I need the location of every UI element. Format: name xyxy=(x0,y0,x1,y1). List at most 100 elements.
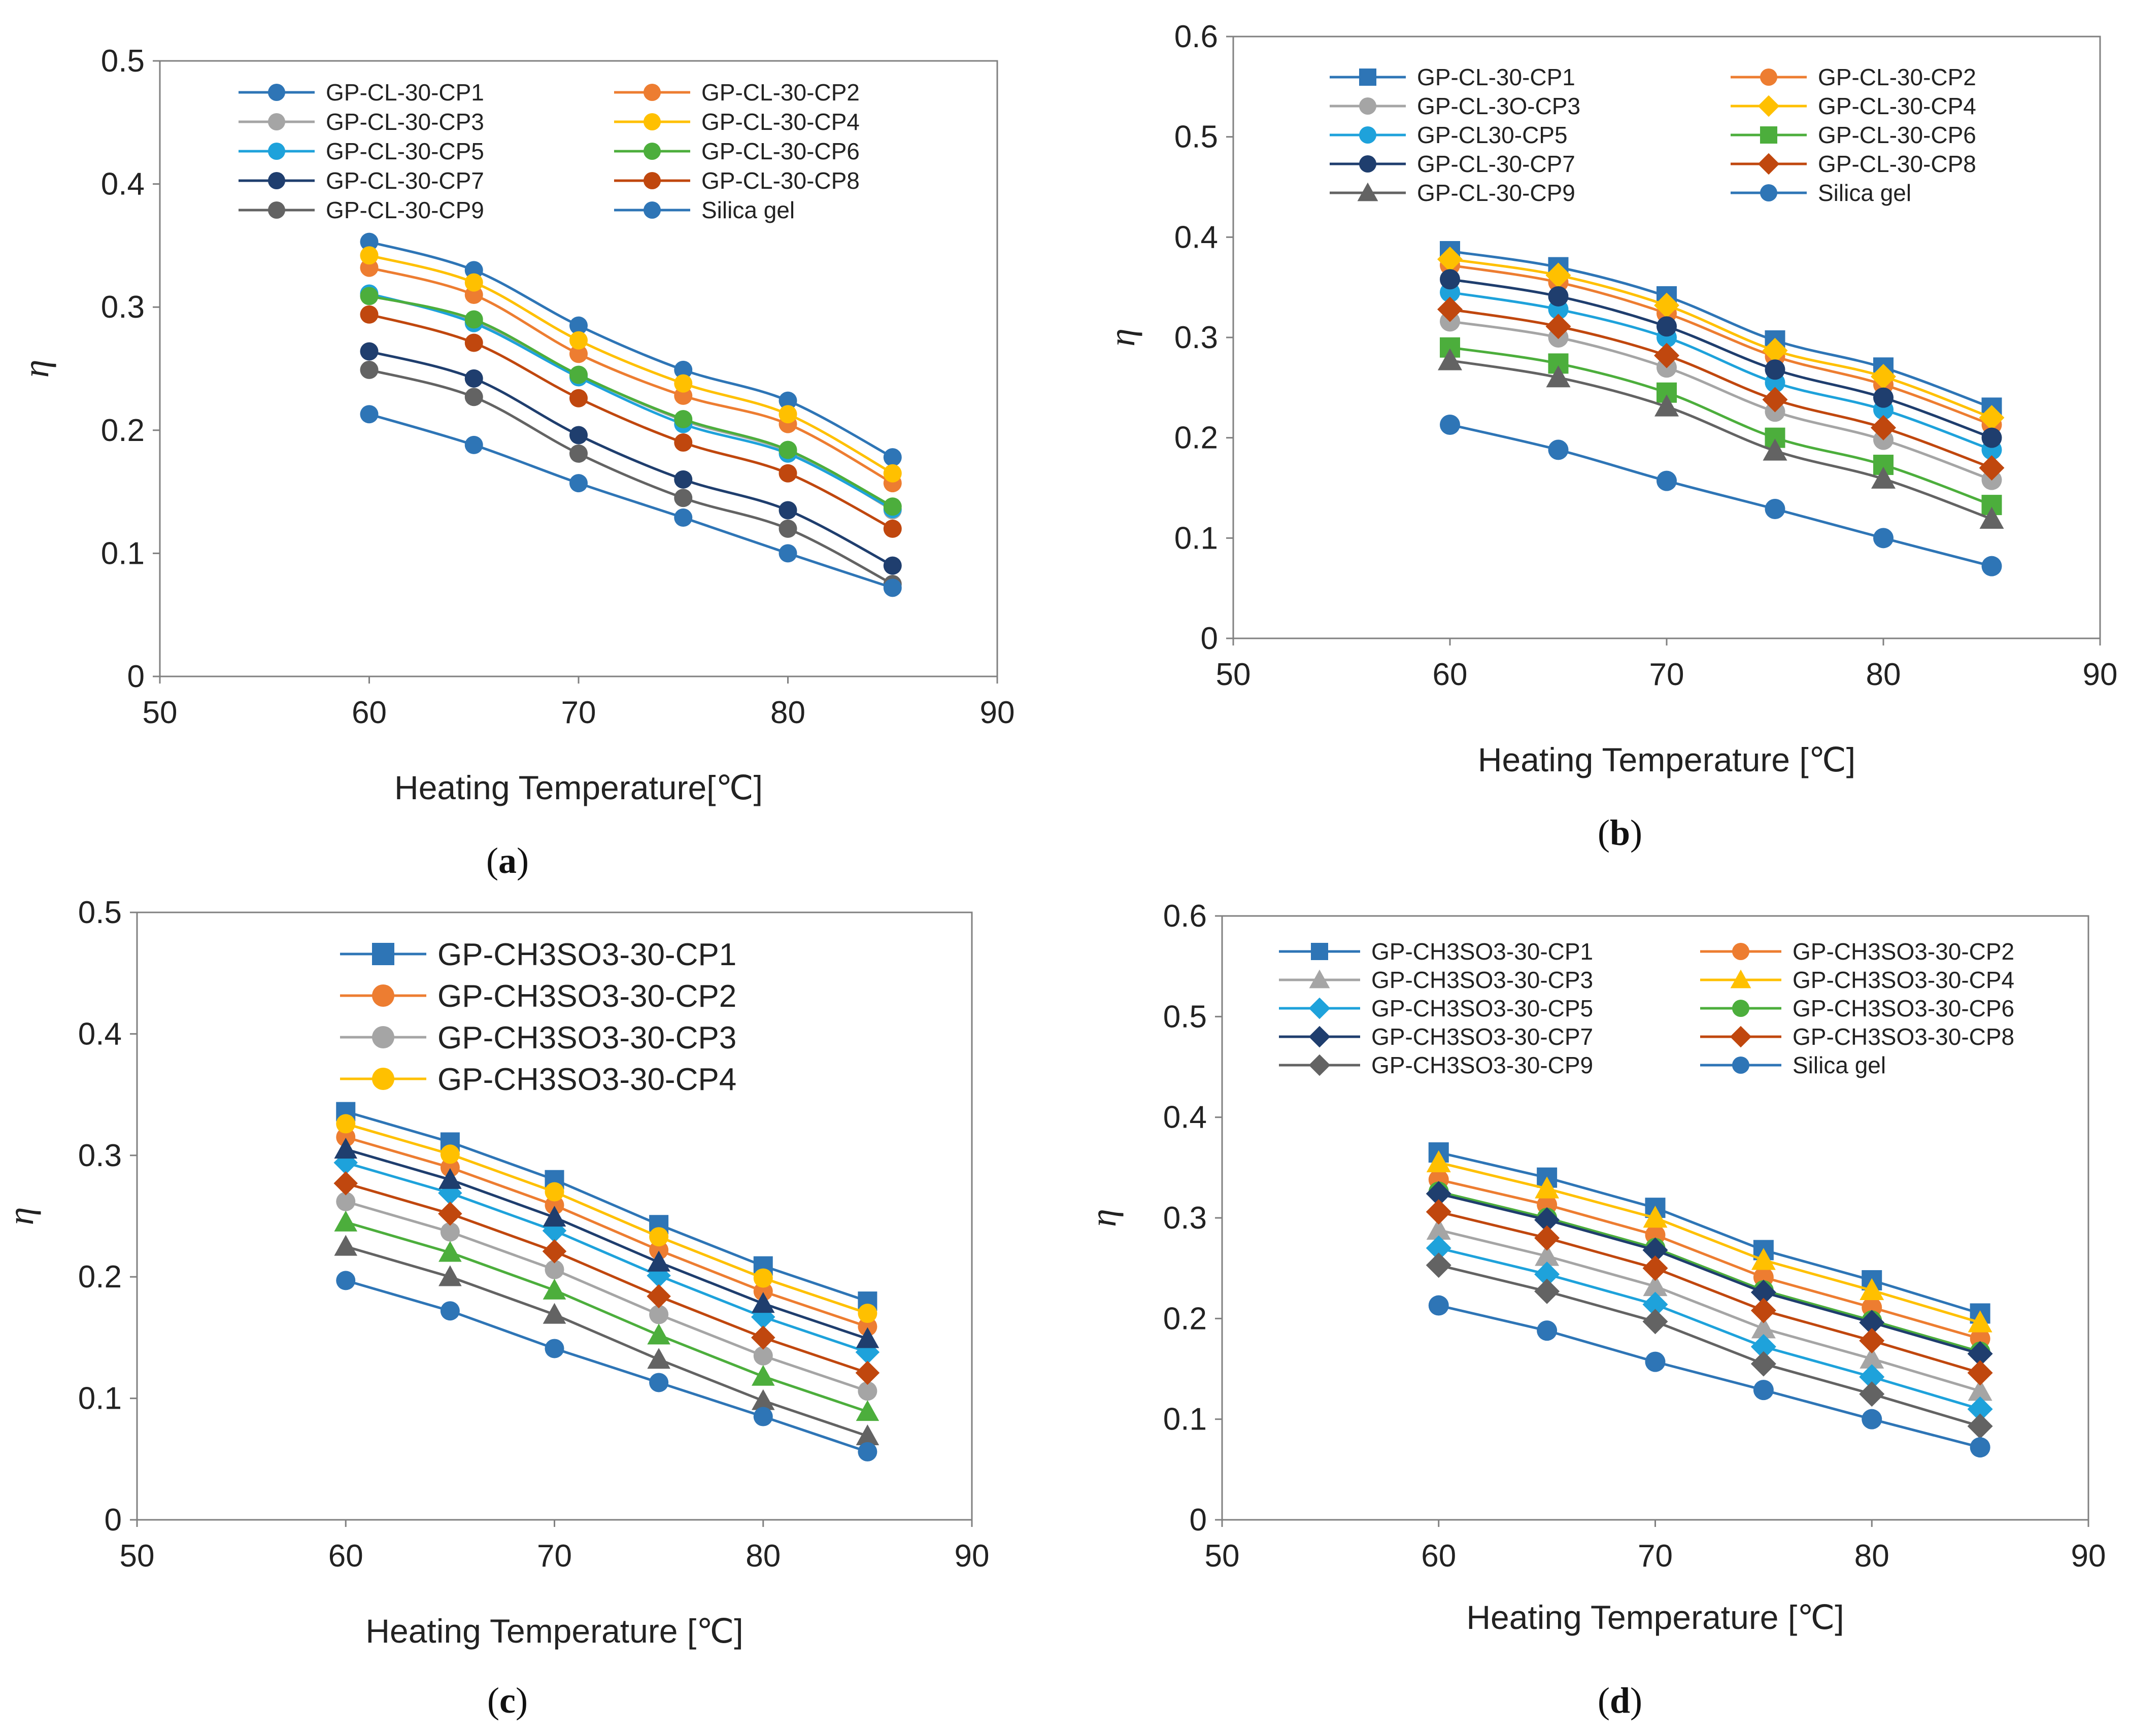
data-point xyxy=(751,1389,775,1410)
x-axis-label: Heating Temperature[℃] xyxy=(394,769,763,806)
data-point xyxy=(1438,348,1462,370)
y-tick-label: 0 xyxy=(1190,1503,1207,1538)
series-line xyxy=(1438,1247,1981,1411)
legend-entry: GP-CH3SO3-30-CP1 xyxy=(340,937,736,972)
legend-entry: GP-CL-30-CP6 xyxy=(614,138,860,164)
data-point xyxy=(569,331,588,350)
y-axis-label: η xyxy=(1,1207,41,1226)
legend-label: GP-CH3SO3-30-CP2 xyxy=(437,979,736,1014)
panel-label-close-paren: ) xyxy=(1630,812,1642,853)
legend-swatch-marker xyxy=(1760,184,1777,201)
data-point xyxy=(569,426,588,445)
legend-label: GP-CH3SO3-30-CP7 xyxy=(1371,1024,1593,1050)
legend-entry: GP-CL30-CP5 xyxy=(1330,122,1568,148)
data-point xyxy=(1537,1320,1558,1341)
y-tick-label: 0.2 xyxy=(78,1260,122,1295)
data-point xyxy=(753,1407,773,1426)
data-point xyxy=(543,1303,566,1324)
legend-entry: GP-CH3SO3-30-CP2 xyxy=(340,979,736,1014)
data-point xyxy=(1426,1235,1451,1261)
y-tick-label: 0 xyxy=(1201,621,1218,656)
legend-label: GP-CL-30-CP1 xyxy=(326,79,484,106)
data-point xyxy=(336,1127,356,1147)
data-point xyxy=(858,1304,877,1323)
y-tick-label: 0 xyxy=(127,659,145,694)
series-7 xyxy=(1426,1181,1993,1367)
data-point xyxy=(1765,359,1785,380)
y-tick-label: 0.5 xyxy=(1163,999,1207,1034)
series-10 xyxy=(360,405,902,597)
data-point xyxy=(779,544,797,563)
legend-entry: GP-CL-30-CP2 xyxy=(1731,64,1976,90)
y-tick-label: 0.3 xyxy=(1174,320,1218,355)
panel-label-close-paren: ) xyxy=(1630,1680,1642,1721)
data-point xyxy=(1534,1278,1560,1304)
data-point xyxy=(1426,1252,1451,1278)
data-point xyxy=(1968,1310,1992,1333)
legend-entry: GP-CH3SO3-30-CP4 xyxy=(340,1062,736,1097)
legend-label: GP-CL-30-CP9 xyxy=(326,197,484,223)
x-tick-label: 50 xyxy=(120,1539,155,1574)
x-tick-label: 80 xyxy=(1854,1539,1889,1574)
data-point xyxy=(545,1182,564,1202)
data-point xyxy=(858,1317,877,1337)
y-tick-label: 0.2 xyxy=(1163,1301,1207,1336)
data-point xyxy=(1657,316,1677,337)
data-point xyxy=(334,1138,358,1159)
data-point xyxy=(464,388,483,406)
legend-entry: GP-CL-30-CP5 xyxy=(239,138,484,164)
series-1 xyxy=(360,232,902,467)
data-point xyxy=(1762,337,1788,363)
data-point xyxy=(1762,387,1788,413)
data-point xyxy=(1968,1379,1992,1401)
legend-swatch-marker xyxy=(268,143,285,160)
data-point xyxy=(1654,292,1679,318)
series-line xyxy=(1449,258,1992,419)
series-8 xyxy=(1426,1199,1993,1386)
legend-label: GP-CL-30-CP6 xyxy=(1818,122,1976,148)
legend-swatch-marker xyxy=(644,201,661,219)
series-line xyxy=(345,1200,868,1392)
data-point xyxy=(1428,1295,1449,1316)
legend-swatch-marker xyxy=(1758,153,1780,175)
series-4 xyxy=(360,246,902,483)
legend-label: GP-CL30-CP5 xyxy=(1417,122,1568,148)
series-line xyxy=(1449,359,1992,521)
data-point xyxy=(360,246,379,265)
series-line xyxy=(345,1110,868,1303)
panel-label-open-paren: ( xyxy=(486,840,498,881)
y-tick-label: 0.1 xyxy=(1163,1402,1207,1437)
data-point xyxy=(545,1195,564,1215)
data-point xyxy=(1859,1310,1885,1336)
data-point xyxy=(753,1281,773,1301)
data-point xyxy=(858,1381,877,1401)
y-tick-label: 0.1 xyxy=(78,1381,122,1416)
data-point xyxy=(1437,296,1463,322)
data-point xyxy=(1981,427,2002,448)
data-point xyxy=(464,273,483,292)
data-point xyxy=(1534,1225,1560,1251)
series-line xyxy=(1438,1178,1981,1340)
data-point xyxy=(1871,466,1896,489)
series-2 xyxy=(336,1127,877,1337)
series-line xyxy=(368,241,893,459)
data-point xyxy=(649,1227,669,1247)
chart-panel-b: 50 60 70 80 90 0 0.1 0.2 0.3 0.4 0.5 0.6 Heating Tem… xyxy=(1102,19,2117,853)
series-6 xyxy=(334,1210,880,1421)
series-line xyxy=(1438,1210,1981,1374)
data-point xyxy=(464,310,483,329)
legend-swatch-marker xyxy=(1730,969,1751,989)
data-point xyxy=(1643,1206,1668,1228)
series-10 xyxy=(336,1271,877,1461)
data-point xyxy=(336,1192,356,1211)
legend-entry: GP-CL-30-CP1 xyxy=(239,79,484,106)
legend-entry: GP-CL-30-CP8 xyxy=(614,167,860,194)
x-tick-label: 90 xyxy=(2071,1539,2106,1574)
data-point xyxy=(360,360,379,379)
series-line xyxy=(368,292,893,510)
data-point xyxy=(649,1305,669,1324)
panel-label-open-paren: ( xyxy=(1598,1680,1610,1721)
data-point xyxy=(1545,314,1571,339)
data-point xyxy=(545,1339,564,1358)
data-point xyxy=(1426,1150,1451,1173)
